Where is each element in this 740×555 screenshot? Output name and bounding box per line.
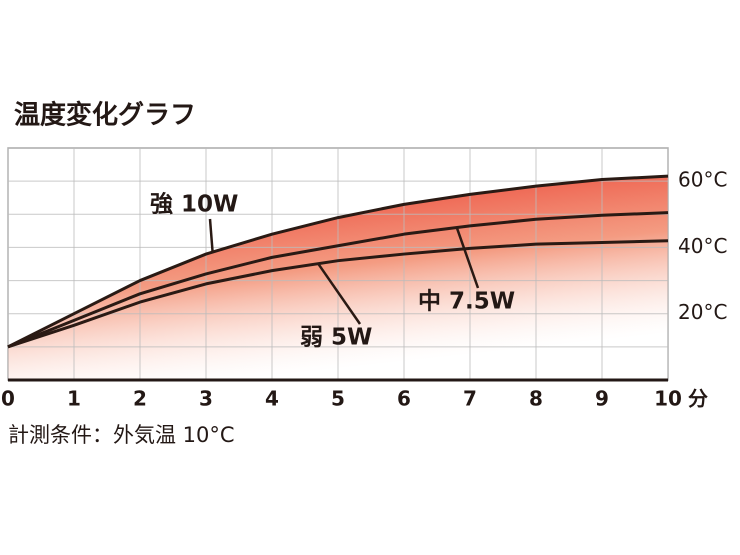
x-tick-label: 3 xyxy=(199,387,213,411)
series-line xyxy=(7,239,669,349)
series-label: 弱 5W xyxy=(300,325,372,351)
x-tick-label: 1 xyxy=(67,387,81,411)
x-tick-label: 4 xyxy=(265,387,279,411)
leader-line xyxy=(208,218,214,253)
series-line xyxy=(7,174,669,349)
leader-line xyxy=(455,227,480,289)
x-unit: 分 xyxy=(688,387,708,411)
x-tick-label: 6 xyxy=(397,387,411,411)
chart-title: 温度変化グラフ xyxy=(14,100,196,131)
x-tick-label: 7 xyxy=(463,387,477,411)
note: 計測条件：外気温 10°C xyxy=(8,423,235,447)
x-tick-label: 0 xyxy=(1,387,15,411)
x-tick-label: 9 xyxy=(595,387,609,411)
series-label: 強 10W xyxy=(150,192,238,218)
x-tick-label: 5 xyxy=(331,387,345,411)
x-tick-label: 10 xyxy=(654,387,682,411)
leader-line xyxy=(317,262,362,325)
series-line xyxy=(7,211,669,349)
x-tick-label: 8 xyxy=(529,387,543,411)
y-tick-label: 60°C xyxy=(678,168,727,192)
y-tick-label: 40°C xyxy=(678,234,727,258)
x-tick-label: 2 xyxy=(133,387,147,411)
series-label: 中 7.5W xyxy=(418,289,515,315)
y-tick-label: 20°C xyxy=(678,300,727,324)
